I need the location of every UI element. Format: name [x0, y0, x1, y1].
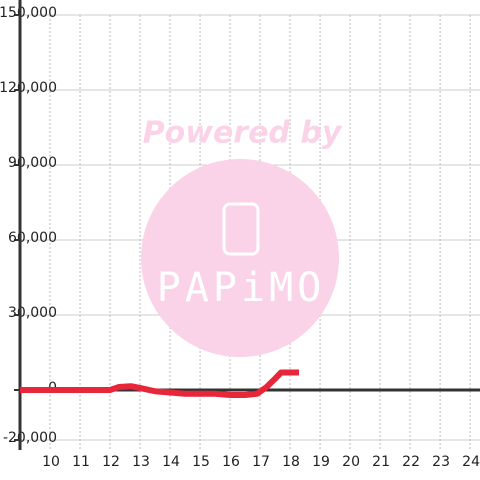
x-tick-label: 15	[192, 454, 210, 470]
series-line	[20, 369, 300, 398]
x-tick-label: 14	[162, 454, 180, 470]
x-tick-label: 19	[312, 454, 330, 470]
y-tick-label: 90,000	[8, 155, 57, 171]
y-tick-label: 30,000	[8, 305, 57, 321]
y-tick-label: 120,000	[0, 80, 57, 96]
y-tick-label: -20,000	[3, 430, 57, 446]
watermark-logo: PAPiMO	[157, 265, 326, 311]
x-tick-label: 11	[72, 454, 90, 470]
watermark-text: Powered by	[143, 116, 343, 151]
y-tick-label: 150,000	[0, 5, 57, 21]
x-tick-label: 20	[342, 454, 360, 470]
x-tick-label: 16	[222, 454, 240, 470]
x-tick-label: 13	[132, 454, 150, 470]
x-tick-label: 12	[102, 454, 120, 470]
y-tick-label: 60,000	[8, 230, 57, 246]
x-tick-label: 21	[372, 454, 390, 470]
x-tick-label: 23	[432, 454, 450, 470]
watermark-icon	[222, 202, 260, 256]
x-tick-label: 17	[252, 454, 270, 470]
x-tick-label: 18	[282, 454, 300, 470]
watermark-circle	[141, 159, 339, 357]
x-tick-label: 24	[462, 454, 480, 470]
x-tick-label: 22	[402, 454, 420, 470]
x-tick-label: 10	[42, 454, 60, 470]
